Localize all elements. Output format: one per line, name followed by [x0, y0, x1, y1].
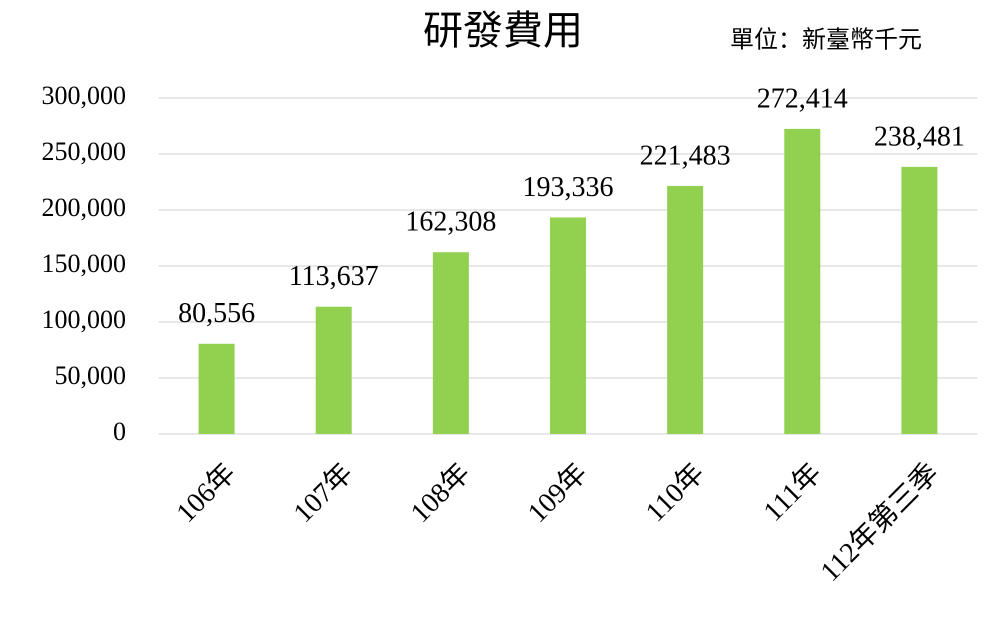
data-label: 238,481: [874, 121, 965, 152]
bar: [432, 252, 469, 434]
bar: [198, 343, 235, 434]
bar: [315, 306, 352, 434]
y-tick-label: 0: [113, 417, 126, 446]
x-tick-label: 107年: [287, 457, 359, 529]
bar: [784, 128, 821, 435]
data-label: 221,483: [640, 140, 731, 171]
x-tick-label: 109年: [521, 457, 593, 529]
x-tick-label: 112年第三季: [814, 457, 945, 588]
x-tick-label: 110年: [639, 457, 710, 528]
y-tick-label: 150,000: [42, 249, 127, 278]
data-label: 113,637: [289, 261, 379, 292]
bar: [667, 185, 704, 434]
chart-title: 研發費用: [423, 8, 583, 53]
data-label: 193,336: [523, 172, 614, 203]
data-label: 162,308: [405, 207, 496, 238]
data-label: 80,556: [178, 298, 255, 329]
y-tick-label: 250,000: [42, 137, 127, 166]
x-tick-label: 111年: [757, 457, 828, 528]
data-label: 272,414: [757, 83, 848, 114]
x-tick-label: 106年: [170, 457, 242, 529]
y-tick-label: 200,000: [42, 193, 127, 222]
bar: [550, 217, 586, 434]
chart-subtitle: 單位：新臺幣千元: [730, 27, 922, 54]
y-tick-label: 50,000: [55, 361, 127, 390]
bar: [901, 166, 938, 434]
x-tick-label: 108年: [404, 457, 476, 529]
y-tick-label: 100,000: [42, 305, 127, 334]
y-tick-label: 300,000: [42, 81, 127, 110]
